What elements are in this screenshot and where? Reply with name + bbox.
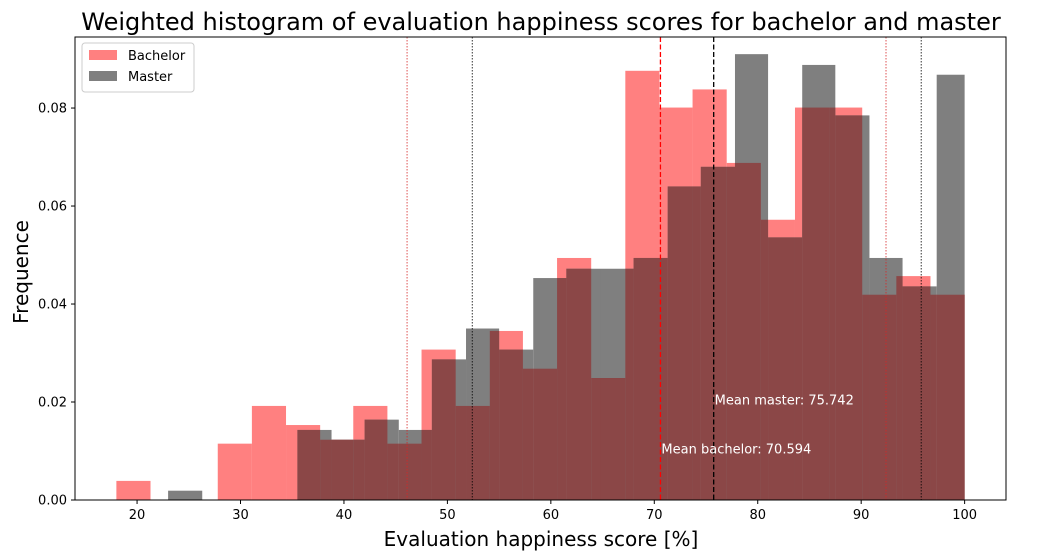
bar-overlap-23 xyxy=(692,186,701,500)
y-tick-label: 0.08 xyxy=(38,102,67,117)
bar-overlap-3 xyxy=(353,439,365,500)
annotations-group: Mean master: 75.742 Mean bachelor: 70.594 xyxy=(661,394,853,458)
legend-label-bachelor: Bachelor xyxy=(128,49,186,64)
bar-overlap-38 xyxy=(936,294,965,500)
bar-overlap-30 xyxy=(802,107,830,501)
bar-overlap-22 xyxy=(667,186,693,500)
reference-lines-group xyxy=(406,37,922,500)
bar-overlap-25 xyxy=(726,166,735,500)
x-tick-label: 80 xyxy=(749,508,766,523)
x-tick-label: 50 xyxy=(439,508,456,523)
x-tick-label: 60 xyxy=(543,508,560,523)
x-tick-label: 30 xyxy=(232,508,249,523)
x-axis-label: Evaluation happiness score [%] xyxy=(384,527,699,551)
annotation-1: Mean bachelor: 70.594 xyxy=(661,443,811,458)
annotation-0: Mean master: 75.742 xyxy=(715,394,854,409)
bar-master-0 xyxy=(168,490,203,500)
bar-overlap-20 xyxy=(633,257,660,500)
bar-overlap-37 xyxy=(930,294,937,500)
x-tick-label: 40 xyxy=(336,508,353,523)
bar-overlap-16 xyxy=(566,268,592,500)
bar-overlap-33 xyxy=(862,294,870,500)
bar-overlap-0 xyxy=(297,429,321,500)
bar-overlap-32 xyxy=(835,115,863,500)
legend-label-master: Master xyxy=(128,70,173,85)
bar-overlap-19 xyxy=(625,268,634,500)
bar-overlap-8 xyxy=(431,359,456,500)
bar-overlap-34 xyxy=(869,294,897,500)
bar-bachelor-1 xyxy=(217,443,252,500)
bar-overlap-28 xyxy=(768,237,795,500)
overlap-bars-group xyxy=(297,107,965,501)
legend: Bachelor Master xyxy=(81,42,195,93)
y-axis-ticks: 0.00 0.02 0.04 0.06 0.08 xyxy=(38,102,75,509)
bar-overlap-18 xyxy=(600,378,626,500)
bar-overlap-9 xyxy=(455,405,467,500)
bar-overlap-7 xyxy=(421,429,432,500)
legend-swatch-master xyxy=(89,71,117,81)
bar-overlap-5 xyxy=(387,443,399,500)
y-tick-label: 0.02 xyxy=(38,396,67,411)
x-tick-label: 100 xyxy=(952,508,977,523)
y-tick-label: 0.04 xyxy=(38,298,67,313)
bar-overlap-31 xyxy=(829,107,836,501)
x-tick-label: 70 xyxy=(646,508,663,523)
bar-bachelor-0 xyxy=(116,480,151,500)
bar-overlap-4 xyxy=(364,419,388,500)
y-tick-label: 0.00 xyxy=(38,494,67,509)
x-axis-ticks: 20 30 40 50 60 70 80 90 100 xyxy=(129,500,977,523)
bar-overlap-11 xyxy=(489,330,500,500)
y-axis-label: Frequence xyxy=(9,220,33,324)
bar-overlap-15 xyxy=(557,278,567,500)
y-tick-label: 0.06 xyxy=(38,200,67,215)
bar-overlap-2 xyxy=(331,439,354,500)
bar-overlap-26 xyxy=(734,162,761,501)
bar-overlap-36 xyxy=(902,286,931,500)
bar-overlap-13 xyxy=(522,368,534,500)
plot-frame xyxy=(74,36,1007,501)
bar-overlap-10 xyxy=(466,405,490,500)
bar-overlap-1 xyxy=(320,439,332,500)
x-tick-label: 20 xyxy=(129,508,146,523)
bar-overlap-29 xyxy=(794,237,803,500)
bar-overlap-6 xyxy=(398,443,422,500)
bar-overlap-14 xyxy=(533,368,558,500)
chart-title: Weighted histogram of evaluation happine… xyxy=(81,8,1001,36)
bar-bachelor-2 xyxy=(251,405,287,500)
bar-overlap-12 xyxy=(499,349,523,500)
x-tick-label: 90 xyxy=(853,508,870,523)
bar-overlap-17 xyxy=(591,378,601,500)
bar-overlap-21 xyxy=(659,257,668,500)
bar-overlap-35 xyxy=(896,276,903,500)
legend-swatch-bachelor xyxy=(89,50,117,60)
bar-overlap-27 xyxy=(760,219,769,501)
